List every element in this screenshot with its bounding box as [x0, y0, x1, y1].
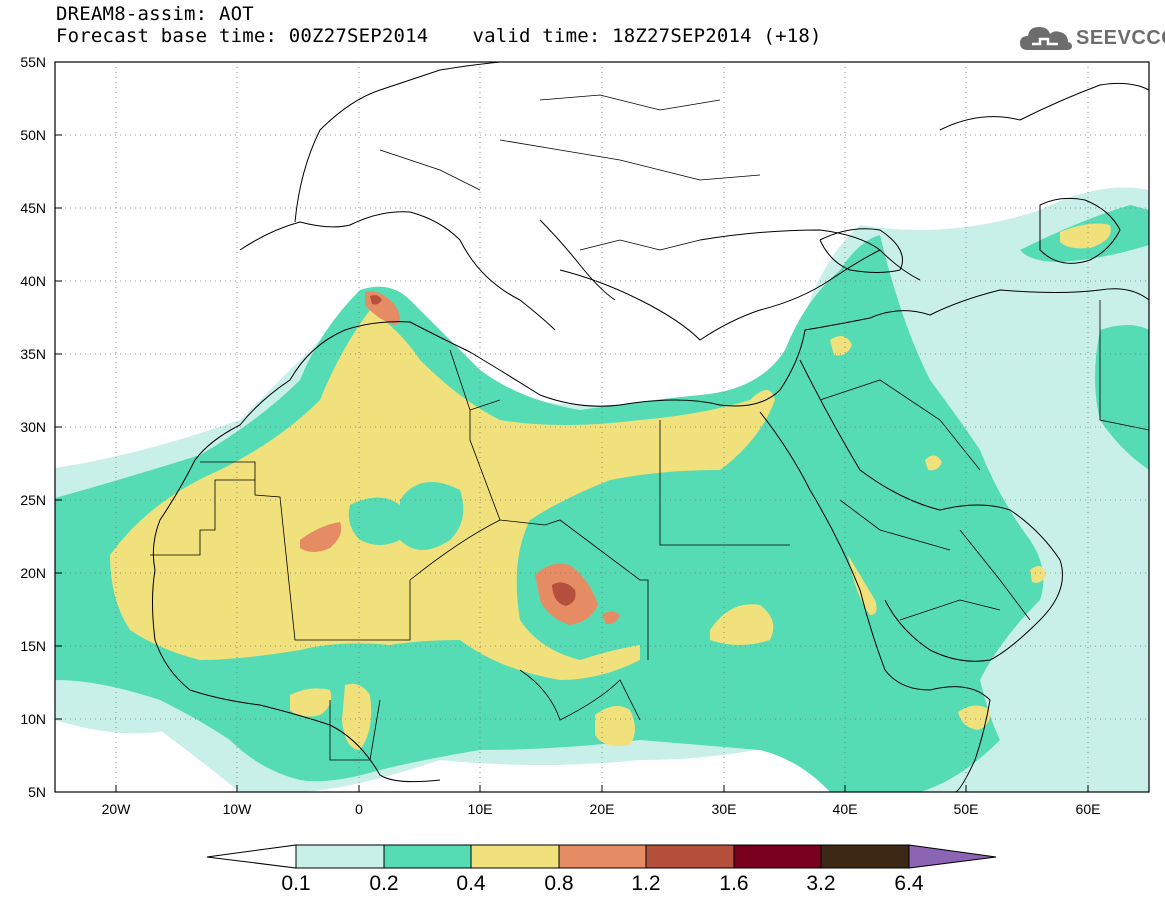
lat-label-45n: 45N — [20, 200, 46, 216]
colorbar-label-0.1: 0.1 — [281, 872, 311, 895]
colorbar-label-1.6: 1.6 — [719, 872, 749, 895]
lat-label-25n: 25N — [20, 492, 46, 508]
lat-label-30n: 30N — [20, 419, 46, 435]
colorbar-segment-4 — [558, 844, 647, 869]
lat-label-10n: 10N — [20, 711, 46, 727]
lat-label-35n: 35N — [20, 346, 46, 362]
seevccc-logo: SEEVCCC — [1018, 22, 1165, 54]
lat-label-50n: 50N — [20, 127, 46, 143]
colorbar-label-3.2: 3.2 — [806, 872, 836, 895]
colorbar-label-0.4: 0.4 — [456, 872, 486, 895]
lon-label-0: 0 — [355, 801, 363, 817]
country-borders — [150, 94, 1149, 761]
lat-label-40n: 40N — [20, 273, 46, 289]
axis-ticks — [55, 61, 1089, 792]
colorbar — [206, 844, 997, 869]
lon-label-20w: 20W — [101, 801, 131, 817]
lon-label-20e: 20E — [589, 801, 615, 817]
colorbar-segment-6 — [733, 844, 822, 869]
forecast-time-line: Forecast base time: 00Z27SEP2014 valid ti… — [56, 26, 822, 46]
lon-label-10w: 10W — [222, 801, 252, 817]
lon-label-50e: 50E — [953, 801, 979, 817]
colorbar-segment-3 — [470, 844, 560, 869]
colorbar-label-1.2: 1.2 — [631, 872, 661, 895]
lon-label-40e: 40E — [832, 801, 858, 817]
colorbar-label-6.4: 6.4 — [894, 872, 924, 895]
colorbar-label-0.8: 0.8 — [544, 872, 574, 895]
lat-label-55n: 55N — [20, 54, 46, 70]
lat-label-20n: 20N — [20, 565, 46, 581]
map-title: DREAM8-assim: AOT — [56, 3, 254, 25]
colorbar-segment-1 — [295, 844, 385, 869]
lat-label-15n: 15N — [20, 638, 46, 654]
colorbar-segment-5 — [645, 844, 735, 869]
lat-label-5n: 5N — [28, 784, 46, 800]
logo-text: SEEVCCC — [1076, 27, 1165, 49]
colorbar-label-0.2: 0.2 — [369, 872, 399, 895]
coastlines — [152, 62, 1149, 792]
aot-level-0.4 — [110, 223, 1111, 750]
graticule — [55, 62, 1149, 792]
lon-label-30e: 30E — [711, 801, 737, 817]
lon-label-10e: 10E — [467, 801, 493, 817]
lon-label-60e: 60E — [1075, 801, 1101, 817]
colorbar-segment-7 — [820, 844, 910, 869]
aot-level-1.2 — [370, 295, 576, 606]
base-time-label: Forecast base time: 00Z27SEP2014 — [56, 25, 429, 47]
colorbar-segment-under — [206, 844, 297, 869]
colorbar-segment-over — [908, 844, 997, 869]
colorbar-segment-2 — [383, 844, 472, 869]
cloud-icon — [1020, 27, 1072, 50]
valid-time-label: valid time: 18Z27SEP2014 (+18) — [472, 25, 822, 47]
